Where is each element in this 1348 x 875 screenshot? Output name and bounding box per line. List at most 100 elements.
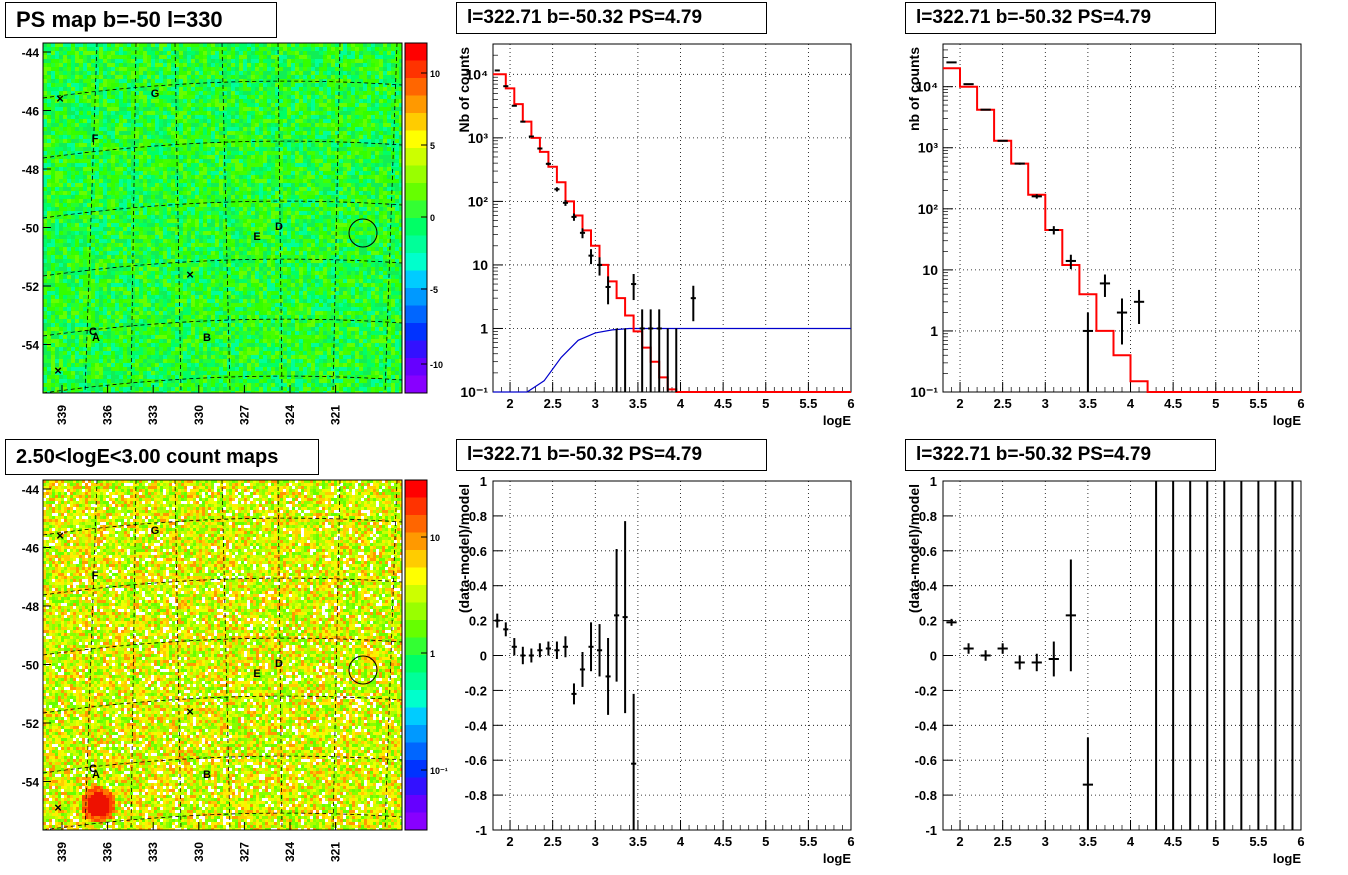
map-pixel bbox=[211, 115, 215, 119]
map-pixel bbox=[211, 151, 215, 155]
map-pixel bbox=[191, 207, 195, 211]
map-pixel bbox=[167, 351, 171, 355]
map-pixel bbox=[63, 303, 67, 307]
map-pixel bbox=[47, 67, 51, 71]
map-pixel bbox=[167, 263, 171, 267]
map-pixel bbox=[107, 119, 111, 123]
map-pixel bbox=[183, 179, 187, 183]
map-pixel bbox=[131, 219, 135, 223]
map-pixel bbox=[179, 51, 183, 55]
map-pixel bbox=[115, 79, 119, 83]
map-pixel bbox=[79, 235, 83, 239]
map-pixel bbox=[119, 191, 123, 195]
map-pixel bbox=[55, 327, 59, 331]
map-pixel bbox=[207, 83, 211, 87]
map-pixel bbox=[83, 195, 87, 199]
map-pixel bbox=[211, 367, 215, 371]
map-pixel bbox=[167, 315, 171, 319]
map-pixel bbox=[103, 119, 107, 123]
x-tick-label: 4 bbox=[1127, 834, 1135, 849]
map-pixel bbox=[155, 355, 159, 359]
x-tick-label: 3 bbox=[1042, 396, 1049, 411]
map-pixel bbox=[207, 75, 211, 79]
map-pixel bbox=[67, 135, 71, 139]
map-pixel bbox=[51, 55, 55, 59]
map-pixel bbox=[131, 119, 135, 123]
map-pixel bbox=[87, 187, 91, 191]
map-pixel bbox=[87, 299, 91, 303]
map-pixel bbox=[59, 143, 63, 147]
map-pixel bbox=[63, 375, 67, 379]
map-pixel bbox=[119, 375, 123, 379]
map-pixel bbox=[55, 199, 59, 203]
map-pixel bbox=[199, 219, 203, 223]
map-pixel bbox=[171, 99, 175, 103]
map-pixel bbox=[183, 239, 187, 243]
map-pixel bbox=[211, 215, 215, 219]
map-pixel bbox=[91, 83, 95, 87]
map-pixel bbox=[51, 175, 55, 179]
map-pixel bbox=[159, 247, 163, 251]
map-pixel bbox=[147, 59, 151, 63]
map-pixel bbox=[115, 171, 119, 175]
map-pixel bbox=[99, 167, 103, 171]
map-pixel bbox=[211, 171, 215, 175]
map-pixel bbox=[203, 303, 207, 307]
map-pixel bbox=[111, 195, 115, 199]
map-pixel bbox=[135, 123, 139, 127]
map-pixel bbox=[187, 255, 191, 259]
map-pixel bbox=[59, 79, 63, 83]
map-pixel bbox=[191, 55, 195, 59]
map-pixel bbox=[119, 223, 123, 227]
map-pixel bbox=[103, 311, 107, 315]
map-pixel bbox=[135, 279, 139, 283]
map-pixel bbox=[119, 107, 123, 111]
map-pixel bbox=[63, 155, 67, 159]
map-pixel bbox=[87, 55, 91, 59]
map-pixel bbox=[171, 163, 175, 167]
map-pixel bbox=[95, 355, 99, 359]
map-pixel bbox=[139, 99, 143, 103]
map-pixel bbox=[79, 67, 83, 71]
map-pixel bbox=[155, 371, 159, 375]
map-pixel bbox=[127, 119, 131, 123]
map-pixel bbox=[111, 211, 115, 215]
map-pixel bbox=[163, 79, 167, 83]
map-pixel bbox=[179, 355, 183, 359]
map-pixel bbox=[79, 183, 83, 187]
map-pixel bbox=[219, 363, 223, 367]
map-pixel bbox=[103, 167, 107, 171]
map-pixel bbox=[183, 59, 187, 63]
map-pixel bbox=[219, 127, 223, 131]
map-pixel bbox=[179, 71, 183, 75]
map-pixel bbox=[167, 303, 171, 307]
map-pixel bbox=[175, 323, 179, 327]
map-pixel bbox=[187, 247, 191, 251]
map-pixel bbox=[119, 259, 123, 263]
map-pixel bbox=[43, 219, 47, 223]
map-pixel bbox=[235, 175, 239, 179]
map-pixel bbox=[211, 187, 215, 191]
map-pixel bbox=[127, 291, 131, 295]
map-pixel bbox=[75, 335, 79, 339]
map-pixel bbox=[151, 363, 155, 367]
map-pixel bbox=[123, 95, 127, 99]
map-pixel bbox=[103, 375, 107, 379]
map-pixel bbox=[151, 75, 155, 79]
map-pixel bbox=[75, 275, 79, 279]
map-pixel bbox=[59, 131, 63, 135]
map-pixel bbox=[119, 135, 123, 139]
map-pixel bbox=[191, 303, 195, 307]
map-pixel bbox=[207, 303, 211, 307]
map-pixel bbox=[175, 183, 179, 187]
map-pixel bbox=[103, 303, 107, 307]
map-pixel bbox=[99, 135, 103, 139]
map-pixel bbox=[123, 263, 127, 267]
map-pixel bbox=[55, 123, 59, 127]
map-pixel bbox=[143, 123, 147, 127]
map-pixel bbox=[107, 179, 111, 183]
map-pixel bbox=[91, 251, 95, 255]
map-pixel bbox=[143, 147, 147, 151]
map-pixel bbox=[171, 59, 175, 63]
map-pixel bbox=[151, 215, 155, 219]
